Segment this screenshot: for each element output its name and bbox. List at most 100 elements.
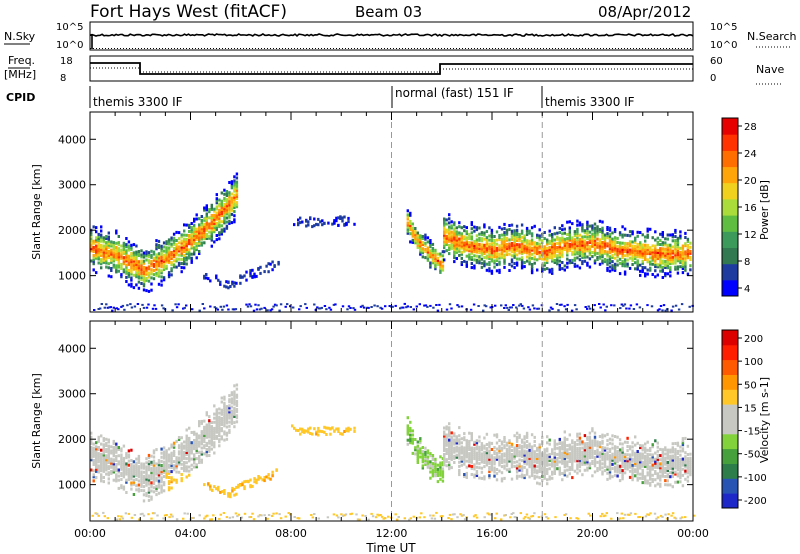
data-cell xyxy=(160,455,163,459)
data-cell xyxy=(411,240,414,244)
data-cell xyxy=(183,440,186,444)
data-cell xyxy=(654,261,657,264)
data-cell xyxy=(581,442,584,446)
data-cell xyxy=(536,452,539,456)
data-cell xyxy=(469,308,473,311)
data-cell xyxy=(548,268,551,272)
data-cell xyxy=(473,229,476,233)
data-cell xyxy=(105,448,108,451)
data-cell xyxy=(606,447,609,451)
data-cell xyxy=(689,258,692,261)
data-cell xyxy=(150,255,153,259)
data-cell xyxy=(631,472,634,475)
data-cell xyxy=(379,306,382,309)
data-cell xyxy=(654,457,657,461)
data-cell xyxy=(669,245,672,249)
data-cell xyxy=(208,431,211,435)
data-cell xyxy=(553,232,556,236)
data-cell xyxy=(105,247,108,251)
data-cell xyxy=(493,253,496,257)
data-cell xyxy=(644,446,647,450)
data-cell xyxy=(223,229,226,233)
data-cell xyxy=(210,433,213,437)
data-cell xyxy=(485,449,489,453)
data-cell xyxy=(175,257,178,261)
data-cell xyxy=(218,233,221,237)
data-cell xyxy=(488,466,491,469)
data-cell xyxy=(205,276,208,280)
data-cell xyxy=(120,461,123,465)
data-cell xyxy=(563,440,566,444)
data-cell xyxy=(155,253,158,257)
data-cell xyxy=(546,482,549,486)
data-cell xyxy=(406,432,409,436)
data-cell xyxy=(172,449,176,453)
data-cell xyxy=(634,261,637,265)
data-cell xyxy=(546,441,549,445)
data-cell xyxy=(558,470,561,474)
data-cell xyxy=(125,456,128,460)
data-cell xyxy=(530,234,534,238)
data-cell xyxy=(578,432,582,436)
data-cell xyxy=(623,440,627,444)
data-cell xyxy=(455,449,458,453)
data-cell xyxy=(97,470,100,474)
data-cell xyxy=(434,468,437,471)
data-cell xyxy=(218,417,221,421)
data-cell xyxy=(115,254,118,257)
data-cell xyxy=(92,452,95,456)
data-cell xyxy=(130,483,133,487)
data-cell xyxy=(193,246,196,250)
data-cell xyxy=(616,458,619,462)
data-cell xyxy=(215,211,218,215)
data-cell xyxy=(598,441,602,445)
data-cell xyxy=(488,261,491,265)
data-cell xyxy=(628,459,632,463)
data-cell xyxy=(102,467,105,471)
data-cell xyxy=(411,230,414,234)
data-cell xyxy=(623,459,627,463)
data-cell xyxy=(523,449,526,453)
data-cell xyxy=(215,428,218,432)
data-cell xyxy=(177,438,181,441)
data-cell xyxy=(666,450,669,454)
data-cell xyxy=(170,466,173,469)
data-cell xyxy=(578,461,582,465)
data-cell xyxy=(441,258,445,262)
data-cell xyxy=(523,261,526,264)
data-cell xyxy=(443,225,446,229)
data-cell xyxy=(160,252,163,256)
data-cell xyxy=(533,450,536,454)
data-cell xyxy=(626,461,629,465)
data-cell xyxy=(117,235,120,238)
data-cell xyxy=(566,460,569,464)
data-cell xyxy=(646,229,649,233)
data-cell xyxy=(558,255,561,259)
data-cell xyxy=(641,468,644,472)
data-cell xyxy=(468,253,471,257)
data-cell xyxy=(490,269,494,273)
data-cell xyxy=(639,444,642,448)
data-cell xyxy=(429,261,432,265)
data-cell xyxy=(228,207,231,211)
data-cell xyxy=(576,227,579,231)
data-cell xyxy=(598,252,602,256)
data-cell xyxy=(606,268,609,272)
data-cell xyxy=(679,445,682,449)
data-cell xyxy=(463,454,466,458)
data-cell xyxy=(190,451,193,455)
data-cell xyxy=(586,233,589,236)
data-cell xyxy=(639,251,642,255)
data-cell xyxy=(170,269,173,273)
data-cell xyxy=(584,306,587,308)
data-cell xyxy=(473,446,476,450)
data-cell xyxy=(591,427,594,431)
data-cell xyxy=(110,449,113,453)
data-cell xyxy=(553,250,556,254)
freq-tick-bottom: 8 xyxy=(60,73,66,84)
data-cell xyxy=(230,182,234,186)
data-cell xyxy=(233,390,236,394)
data-cell xyxy=(185,467,188,471)
data-cell xyxy=(598,242,602,246)
data-cell xyxy=(500,252,504,255)
